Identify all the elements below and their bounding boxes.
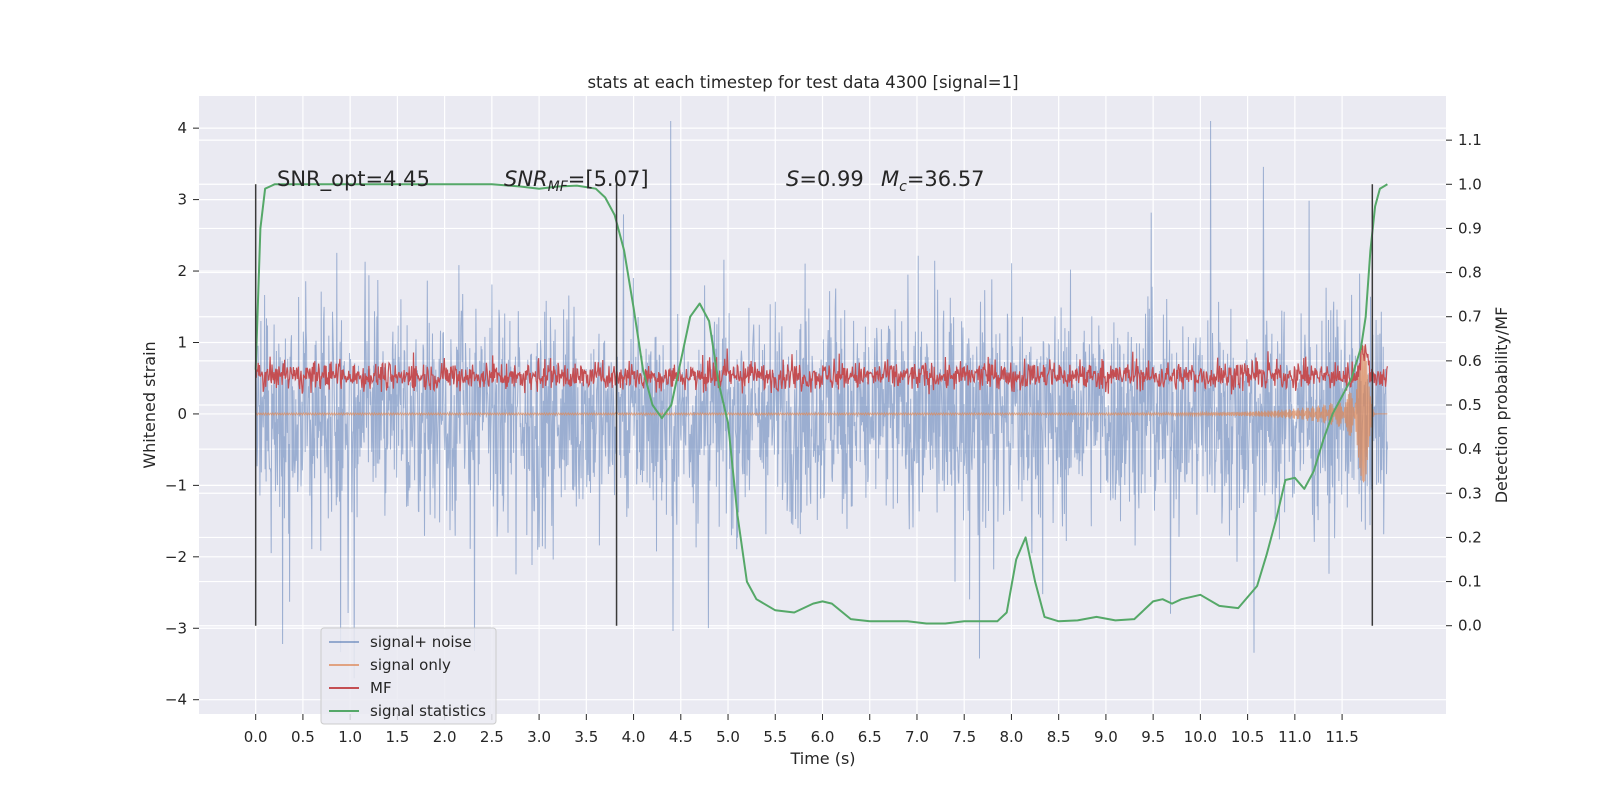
x-tick-label: 0.5 — [291, 728, 315, 746]
annotation-mc-sub: c — [899, 179, 907, 195]
x-tick-label: 3.0 — [527, 728, 551, 746]
x-axis: 0.0 0.5 1.0 1.5 2.0 2.5 3.0 3.5 4.0 4.5 5.0 5.5 6.0 6… — [244, 714, 1359, 746]
x-tick-label: 5.0 — [716, 728, 740, 746]
annotation-mc-value: =36.57 — [907, 167, 985, 191]
x-tick-label: 8.0 — [1000, 728, 1024, 746]
x-tick-label: 8.5 — [1047, 728, 1071, 746]
y-tick-label: 4 — [177, 119, 187, 137]
y-tick-label: 0 — [177, 405, 187, 423]
legend: signal+ noise signal only MF signal statist… — [320, 627, 497, 725]
legend-label: signal+ noise — [370, 633, 472, 651]
annotation-snr-mf-value: =[5.07] — [568, 167, 649, 191]
chart-title: stats at each timestep for test data 430… — [587, 73, 1018, 92]
y2-tick-label: 1.0 — [1458, 175, 1482, 193]
legend-label: MF — [370, 679, 392, 697]
x-tick-label: 6.5 — [858, 728, 882, 746]
y-tick-label: −4 — [165, 691, 187, 709]
x-tick-label: 10.0 — [1184, 728, 1217, 746]
x-tick-label: 3.5 — [574, 728, 598, 746]
x-tick-label: 11.5 — [1325, 728, 1358, 746]
x-tick-label: 2.0 — [433, 728, 457, 746]
x-tick-label: 11.0 — [1278, 728, 1311, 746]
y2-tick-label: 0.2 — [1458, 528, 1482, 546]
legend-box — [320, 627, 497, 725]
annotation-mc-symbol: M — [881, 167, 899, 191]
annotation-snr-mf: SNRMF=[5.07] — [504, 167, 649, 195]
y2-tick-label: 0.7 — [1458, 308, 1482, 326]
x-tick-label: 4.0 — [622, 728, 646, 746]
annotation-s-symbol: S — [786, 167, 799, 191]
series-signal-noise — [255, 120, 1388, 679]
x-axis-label: Time (s) — [789, 749, 855, 768]
y2-tick-label: 0.8 — [1458, 264, 1482, 282]
y-tick-label: −3 — [165, 619, 187, 637]
y-tick-label: −1 — [165, 476, 187, 494]
y2-axis-label: Detection probability/MF — [1492, 307, 1511, 504]
x-tick-label: 9.5 — [1141, 728, 1165, 746]
y2-tick-label: 1.1 — [1458, 131, 1482, 149]
annotation-s: S=0.99 — [786, 167, 864, 191]
y2-tick-label: 0.0 — [1458, 617, 1482, 635]
series-mf — [255, 344, 1388, 395]
y2-tick-label: 0.9 — [1458, 219, 1482, 237]
y-axis-label: Whitened strain — [140, 341, 159, 468]
y2-tick-label: 0.4 — [1458, 440, 1482, 458]
y-tick-label: −2 — [165, 548, 187, 566]
y-axis-right: 1.1 1.0 0.9 0.8 0.7 0.6 0.5 0.4 0.3 0.2 0.1 0.0 — [1446, 131, 1482, 635]
series-layer — [254, 120, 1388, 679]
annotation-snr-mf-symbol: SNR — [504, 167, 548, 191]
x-tick-label: 1.5 — [385, 728, 409, 746]
x-tick-label: 5.5 — [763, 728, 787, 746]
annotation-snr-mf-sub: MF — [548, 179, 569, 195]
x-tick-label: 7.0 — [905, 728, 929, 746]
y2-tick-label: 0.6 — [1458, 352, 1482, 370]
x-tick-label: 4.5 — [669, 728, 693, 746]
y-tick-label: 2 — [177, 262, 187, 280]
x-tick-label: 2.5 — [480, 728, 504, 746]
legend-label: signal only — [370, 656, 451, 674]
annotation-mc: Mc=36.57 — [881, 167, 985, 195]
y2-tick-label: 0.3 — [1458, 484, 1482, 502]
y-tick-label: 3 — [177, 191, 187, 209]
series-signal-statistics — [254, 183, 1388, 625]
annotation-s-value: =0.99 — [799, 167, 863, 191]
y-axis-left: 4 3 2 1 0 −1 −2 −3 −4 — [165, 119, 199, 709]
y2-tick-label: 0.1 — [1458, 573, 1482, 591]
x-tick-label: 7.5 — [952, 728, 976, 746]
series-signal-only — [255, 345, 1388, 483]
x-tick-label: 10.5 — [1231, 728, 1264, 746]
x-tick-label: 1.0 — [338, 728, 362, 746]
y-tick-label: 1 — [177, 333, 187, 351]
x-tick-label: 0.0 — [244, 728, 268, 746]
vertical-markers — [254, 184, 1374, 626]
legend-label: signal statistics — [370, 702, 486, 720]
x-tick-label: 6.0 — [811, 728, 835, 746]
x-tick-label: 9.0 — [1094, 728, 1118, 746]
y2-tick-label: 0.5 — [1458, 396, 1482, 414]
annotation-snr-opt: SNR_opt=4.45 — [277, 167, 430, 192]
